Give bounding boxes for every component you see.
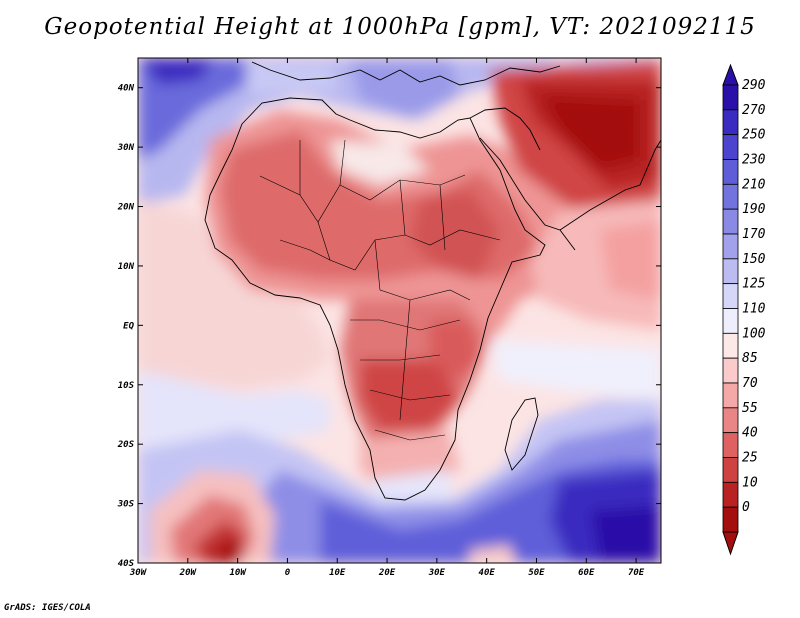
colorbar-swatch xyxy=(722,233,739,260)
lon-label: 0 xyxy=(285,568,291,578)
colorbar-swatch xyxy=(722,308,739,334)
colorbar-label: 85 xyxy=(742,351,758,366)
coastlines xyxy=(204,61,661,501)
lon-label: 30W xyxy=(129,568,148,578)
lon-label: 20W xyxy=(179,568,198,578)
lat-label: 40S xyxy=(118,559,135,569)
lat-label: 30S xyxy=(117,500,135,510)
colorbar-bottom-arrow xyxy=(722,531,739,556)
colorbar-label: 230 xyxy=(742,153,766,168)
lon-label: 70E xyxy=(628,568,645,578)
colorbar-label: 70 xyxy=(742,376,758,391)
lat-label: EQ xyxy=(123,321,134,331)
lat-label: 30N xyxy=(117,143,135,153)
colorbar-label: 125 xyxy=(742,277,766,292)
colorbar-label: 100 xyxy=(742,326,766,341)
colorbar-label: 270 xyxy=(742,103,766,118)
lat-label: 20N xyxy=(117,203,135,213)
colorbar-label: 110 xyxy=(742,302,766,317)
colorbar-label: 250 xyxy=(742,128,766,143)
colorbar-label: 40 xyxy=(742,426,758,441)
map-frame xyxy=(137,57,662,564)
colorbar-swatch xyxy=(722,407,739,434)
lat-label: 10N xyxy=(118,262,135,272)
colorbar-swatch xyxy=(722,481,739,508)
height-field xyxy=(138,58,661,563)
colorbar-label: 170 xyxy=(742,227,766,242)
colorbar-swatch xyxy=(722,134,739,160)
lat-label: 40N xyxy=(118,84,135,94)
colorbar-swatch xyxy=(722,283,739,309)
colorbar-swatch xyxy=(722,84,739,111)
colorbar-label: 55 xyxy=(742,401,758,416)
colorbar-swatch xyxy=(722,506,739,533)
colorbar: 2902702502302101901701501251101008570554… xyxy=(722,63,766,556)
colorbar-swatch xyxy=(722,109,739,136)
colorbar-swatch xyxy=(722,457,739,483)
colorbar-label: 290 xyxy=(742,78,766,93)
chart-title: Geopotential Height at 1000hPa [gpm], VT… xyxy=(44,14,756,40)
colorbar-label: 150 xyxy=(742,252,766,267)
colorbar-swatch xyxy=(722,258,739,285)
lon-label: 20E xyxy=(378,568,396,578)
colorbar-swatch xyxy=(722,183,739,210)
colorbar-swatch xyxy=(722,382,739,409)
colorbar-swatch xyxy=(722,332,739,359)
map-axes: 30W 20W 10W 0 10E 20E 30E 40E 50E 60E 70E 40N 30N 20N… xyxy=(117,58,661,578)
colorbar-label: 10 xyxy=(742,475,758,490)
country-borders xyxy=(259,139,501,441)
colorbar-label: 0 xyxy=(742,500,750,515)
lat-label: 10S xyxy=(118,381,135,391)
colorbar-swatch xyxy=(722,432,739,458)
colorbar-label: 210 xyxy=(742,177,766,192)
lat-label: 20S xyxy=(117,440,135,450)
lon-label: 60E xyxy=(578,568,595,578)
lon-label: 40E xyxy=(479,568,496,578)
lon-label: 30E xyxy=(428,568,446,578)
lon-label: 10E xyxy=(329,568,346,578)
lon-label: 10W xyxy=(229,568,247,578)
colorbar-swatch xyxy=(722,208,739,235)
lon-label: 50E xyxy=(528,568,545,578)
colorbar-label: 190 xyxy=(742,202,766,217)
footer-credit: GrADS: IGES/COLA xyxy=(4,603,91,613)
colorbar-top-arrow xyxy=(722,63,739,86)
colorbar-swatch xyxy=(722,159,739,185)
colorbar-label: 25 xyxy=(742,451,758,466)
colorbar-swatch xyxy=(722,357,739,384)
